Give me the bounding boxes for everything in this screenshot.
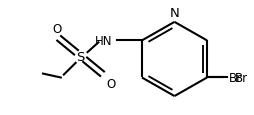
Text: HN: HN — [94, 35, 112, 47]
Text: N: N — [169, 7, 179, 20]
Text: Br: Br — [234, 71, 247, 84]
Text: O: O — [106, 78, 115, 91]
Text: S: S — [76, 50, 85, 63]
Text: O: O — [52, 22, 61, 35]
Text: Br: Br — [228, 71, 241, 84]
